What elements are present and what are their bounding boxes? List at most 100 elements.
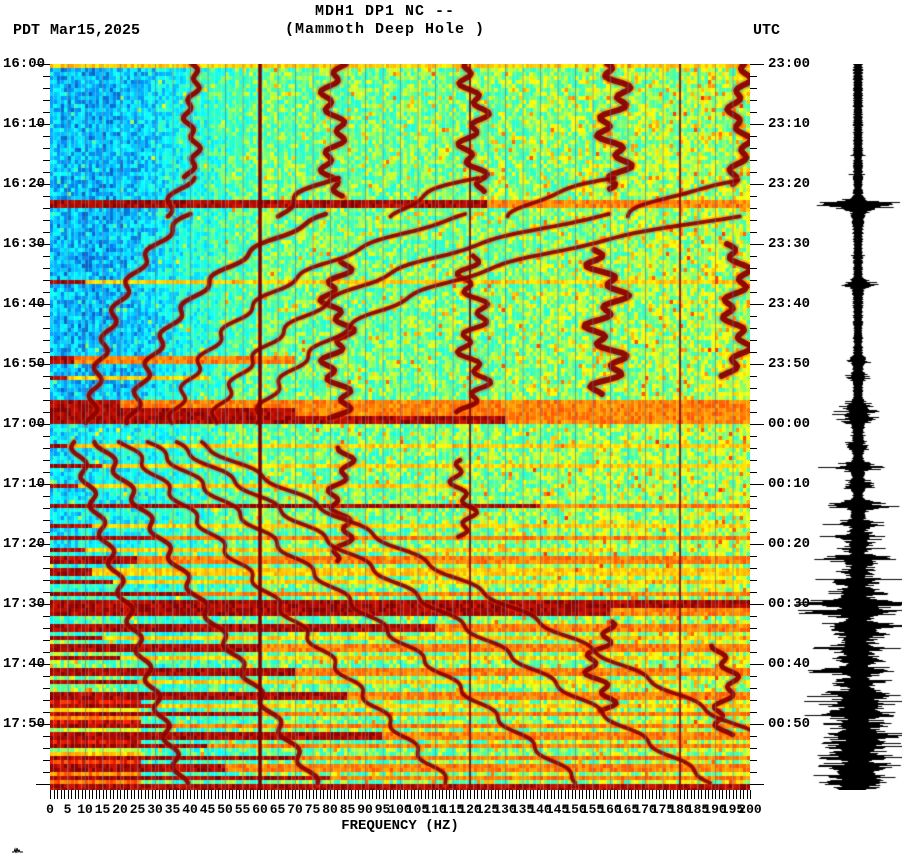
tick-mark: [326, 790, 328, 799]
frequency-tick-label: 105: [405, 802, 430, 817]
tick-mark: [750, 292, 757, 293]
tick-mark: [155, 790, 156, 799]
tick-mark: [239, 790, 240, 799]
tick-mark: [697, 790, 699, 799]
tick-mark: [221, 790, 223, 799]
tick-mark: [463, 790, 464, 799]
tick-mark: [715, 790, 716, 799]
tick-mark: [750, 544, 764, 545]
tick-mark: [718, 790, 720, 799]
tick-mark: [725, 790, 727, 799]
frequency-tick-label: 80: [322, 802, 338, 817]
tick-mark: [403, 790, 405, 799]
tick-mark: [750, 748, 757, 749]
tick-mark: [473, 790, 475, 799]
tick-mark: [43, 700, 50, 701]
tick-mark: [750, 76, 757, 77]
tick-mark: [186, 790, 188, 799]
tick-mark: [620, 790, 622, 799]
tick-mark: [666, 790, 667, 799]
tick-mark: [169, 790, 170, 799]
tick-mark: [43, 316, 50, 317]
tick-mark: [92, 790, 93, 799]
tick-mark: [179, 790, 181, 799]
tick-mark: [43, 712, 50, 713]
tick-mark: [750, 376, 757, 377]
tick-mark: [750, 268, 757, 269]
tick-mark: [750, 100, 757, 101]
tick-mark: [491, 790, 492, 799]
tick-mark: [43, 772, 50, 773]
right-time-tick-label: 23:20: [768, 176, 811, 192]
tick-mark: [277, 790, 279, 799]
tick-mark: [200, 790, 202, 799]
tick-mark: [134, 790, 135, 799]
tick-mark: [43, 256, 50, 257]
tick-mark: [64, 790, 65, 799]
right-time-tick-label: 00:00: [768, 416, 811, 432]
tick-mark: [750, 124, 764, 125]
tick-mark: [750, 520, 757, 521]
tick-mark: [750, 724, 764, 725]
tick-mark: [43, 376, 50, 377]
tick-mark: [43, 736, 50, 737]
frequency-tick-label: 95: [374, 802, 391, 817]
tick-mark: [743, 790, 744, 799]
tick-mark: [414, 790, 415, 799]
tick-mark: [694, 790, 695, 799]
tick-mark: [617, 790, 618, 799]
tick-mark: [578, 790, 580, 799]
tick-mark: [165, 790, 167, 799]
tick-mark: [624, 790, 625, 799]
tick-mark: [750, 790, 751, 799]
right-time-tick-label: 00:30: [768, 596, 811, 612]
tick-mark: [288, 790, 289, 799]
tick-mark: [43, 340, 50, 341]
tick-mark: [43, 676, 50, 677]
tick-mark: [610, 790, 611, 799]
frequency-tick-label: 20: [112, 802, 128, 817]
tick-mark: [106, 790, 107, 799]
tick-mark: [711, 790, 713, 799]
tick-mark: [43, 652, 50, 653]
tick-mark: [750, 484, 764, 485]
tick-mark: [508, 790, 510, 799]
tick-mark: [540, 790, 541, 799]
tick-mark: [750, 112, 757, 113]
tick-mark: [750, 568, 757, 569]
tick-mark: [43, 640, 50, 641]
tick-mark: [43, 748, 50, 749]
tick-mark: [750, 352, 757, 353]
tick-mark: [750, 652, 757, 653]
tick-mark: [680, 790, 681, 799]
tick-mark: [750, 172, 757, 173]
frequency-tick-label: 30: [147, 802, 163, 817]
right-time-tick-label: 00:20: [768, 536, 811, 552]
tick-mark: [302, 790, 303, 799]
tick-mark: [547, 790, 548, 799]
right-time-tick-label: 23:10: [768, 116, 811, 132]
tick-mark: [43, 160, 50, 161]
tick-mark: [242, 790, 244, 799]
tick-mark: [197, 790, 198, 799]
tick-mark: [43, 556, 50, 557]
tick-mark: [750, 772, 757, 773]
tick-mark: [267, 790, 268, 799]
tick-mark: [347, 790, 349, 799]
tick-mark: [81, 790, 83, 799]
tick-mark: [36, 784, 50, 785]
tick-mark: [235, 790, 237, 799]
tick-mark: [389, 790, 391, 799]
tick-mark: [750, 436, 757, 437]
tick-mark: [641, 790, 643, 799]
tick-mark: [410, 790, 412, 799]
tick-mark: [218, 790, 219, 799]
tick-mark: [512, 790, 513, 799]
tick-mark: [158, 790, 160, 799]
tick-mark: [354, 790, 356, 799]
frequency-tick-label: 100: [388, 802, 412, 817]
tick-mark: [43, 616, 50, 617]
tick-mark: [452, 790, 454, 799]
frequency-tick-label: 70: [287, 802, 303, 817]
tick-mark: [750, 280, 757, 281]
